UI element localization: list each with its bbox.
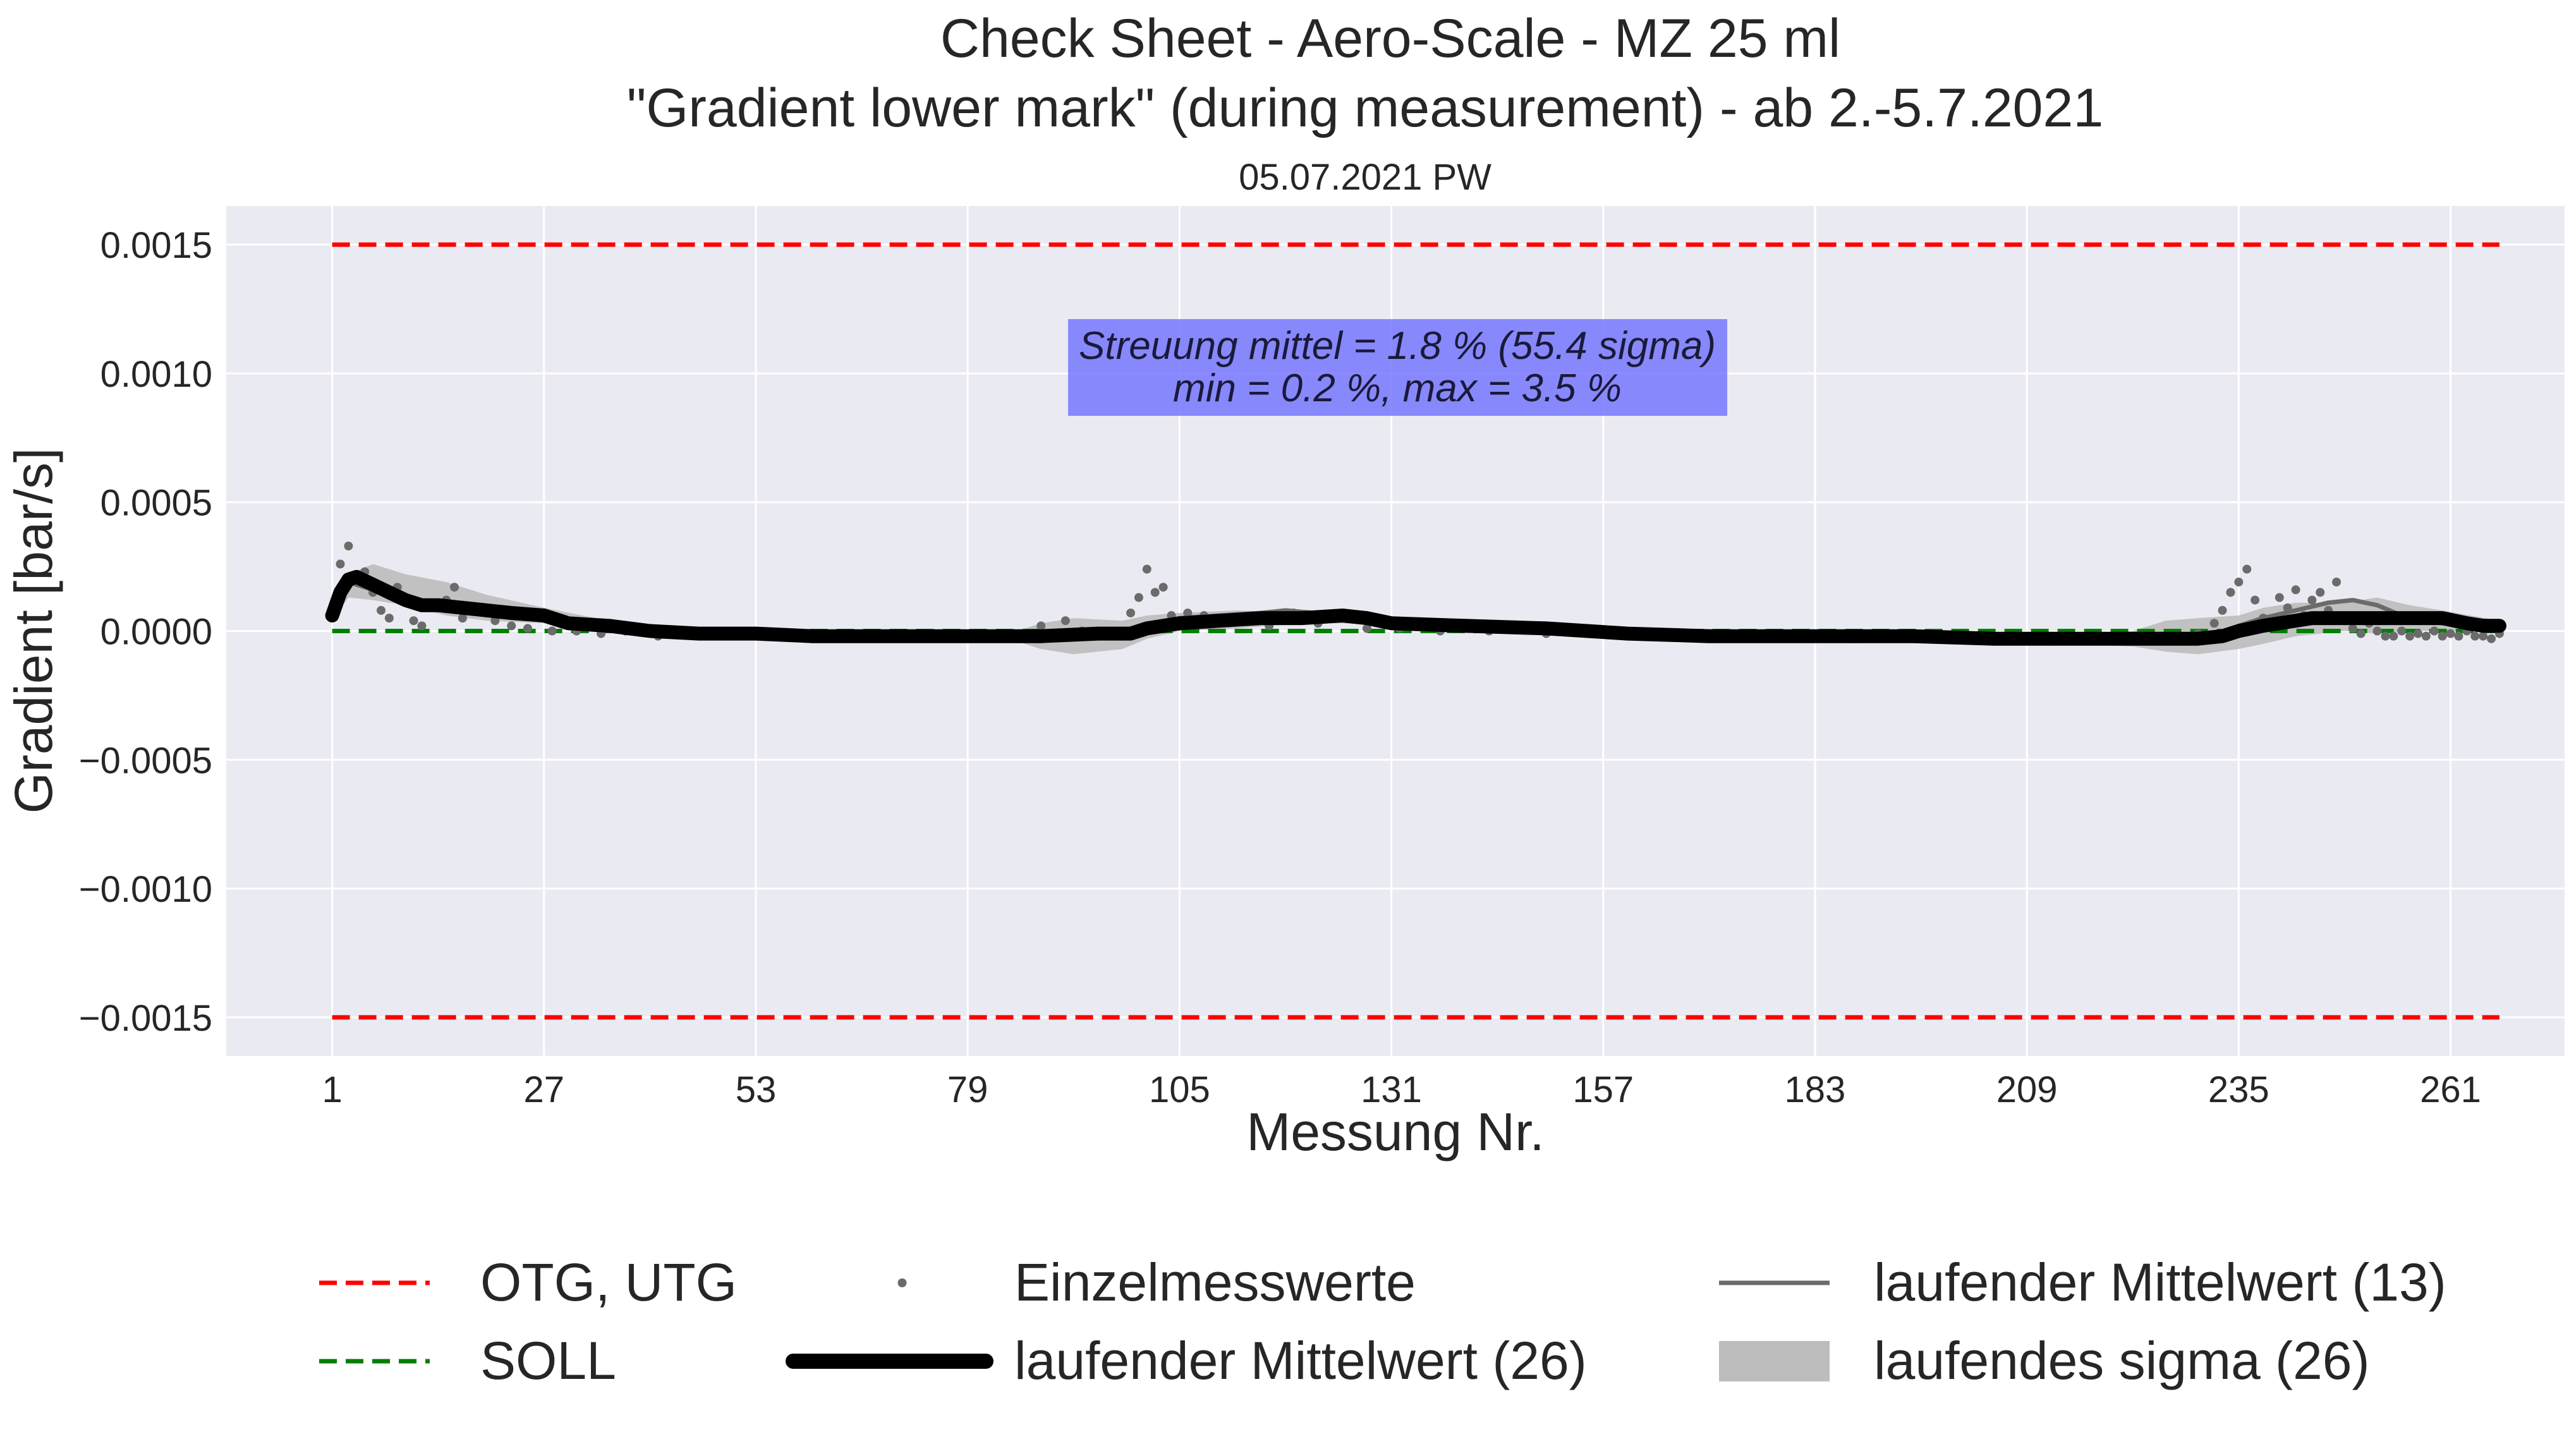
y-tick-label: 0.0010	[100, 354, 212, 395]
x-tick-label: 157	[1572, 1069, 1634, 1110]
data-point	[2372, 626, 2382, 636]
data-point	[2218, 605, 2227, 615]
data-point	[1142, 564, 1151, 574]
data-point	[2413, 629, 2422, 638]
y-tick-label: −0.0005	[79, 740, 212, 781]
data-point	[1158, 583, 1168, 592]
data-point	[2332, 578, 2342, 587]
data-point	[2356, 629, 2366, 638]
data-point	[2348, 624, 2357, 633]
annotation-box: Streuung mittel = 1.8 % (55.4 sigma) min…	[1068, 319, 1727, 416]
data-point	[2429, 626, 2439, 636]
data-point	[344, 542, 353, 550]
x-tick-label: 183	[1785, 1069, 1846, 1110]
data-point	[2381, 631, 2390, 641]
data-point	[2486, 634, 2496, 643]
data-point	[2316, 588, 2325, 597]
data-point	[2251, 595, 2260, 605]
x-tick-labels: 1 27 53 79 105 131 157 183 209 235 261	[322, 1069, 2481, 1110]
data-point	[2226, 588, 2235, 597]
data-point	[449, 583, 459, 592]
x-tick-label: 261	[2420, 1069, 2481, 1110]
y-tick-label: −0.0015	[79, 998, 212, 1039]
legend-label: OTG, UTG	[480, 1253, 737, 1312]
legend-label: SOLL	[480, 1331, 616, 1390]
y-tick-label: 0.0000	[100, 612, 212, 653]
legend-label: Einzelmesswerte	[1014, 1253, 1416, 1312]
y-tick-label: −0.0010	[79, 869, 212, 910]
data-point	[507, 621, 516, 631]
legend-label: laufender Mittelwert (13)	[1874, 1253, 2446, 1312]
x-tick-label: 235	[2208, 1069, 2269, 1110]
x-tick-label: 1	[322, 1069, 342, 1110]
chart-title-line1: Check Sheet - Aero-Scale - MZ 25 ml	[940, 8, 1840, 69]
data-point	[376, 605, 386, 615]
plot-layer	[325, 242, 2506, 1020]
data-point	[2470, 631, 2480, 641]
chart-title-line2: "Gradient lower mark" (during measuremen…	[627, 78, 2103, 138]
data-point	[2421, 631, 2431, 641]
data-point	[1183, 608, 1193, 617]
data-point	[2389, 631, 2398, 641]
x-tick-label: 105	[1149, 1069, 1210, 1110]
data-point	[1126, 608, 1136, 617]
data-point	[458, 614, 467, 623]
data-point	[417, 621, 427, 631]
data-point	[1060, 616, 1070, 626]
y-tick-labels: 0.0015 0.0010 0.0005 0.0000 −0.0005 −0.0010 −0…	[79, 225, 212, 1039]
annotation-line2: min = 0.2 %, max = 3.5 %	[1173, 367, 1622, 410]
data-point	[523, 624, 533, 633]
data-point	[2291, 585, 2300, 595]
data-point	[2446, 629, 2455, 638]
x-axis-label: Messung Nr.	[1246, 1102, 1545, 1162]
data-point	[1150, 588, 1160, 597]
data-point	[2209, 619, 2219, 628]
data-point	[2307, 595, 2317, 605]
y-axis-label: Gradient [bar/s]	[4, 448, 63, 814]
data-point	[336, 559, 345, 569]
annotation-line1: Streuung mittel = 1.8 % (55.4 sigma)	[1079, 324, 1716, 368]
running-mean-26-line	[325, 569, 2506, 646]
y-tick-label: 0.0005	[100, 483, 212, 524]
data-point	[409, 616, 418, 626]
annotation-background	[1068, 319, 1727, 416]
legend-marker	[897, 1278, 907, 1287]
legend-marker	[1719, 1341, 1830, 1381]
y-tick-label: 0.0015	[100, 225, 212, 266]
x-tick-label: 131	[1361, 1069, 1422, 1110]
data-point	[1036, 621, 1046, 631]
data-point	[2234, 578, 2244, 587]
data-point	[384, 614, 394, 623]
x-tick-label: 27	[524, 1069, 565, 1110]
data-point	[2397, 626, 2407, 636]
x-tick-label: 79	[947, 1069, 988, 1110]
data-point	[2454, 631, 2464, 641]
legend-label: laufender Mittelwert (26)	[1014, 1331, 1587, 1390]
data-point	[1134, 593, 1143, 602]
x-tick-label: 53	[736, 1069, 777, 1110]
data-point	[547, 626, 557, 636]
data-point	[2479, 631, 2488, 641]
data-point	[2438, 631, 2447, 641]
legend: OTG, UTG SOLL Einzelmesswerte laufender Mit…	[319, 1253, 2446, 1390]
data-point	[2275, 593, 2284, 602]
data-point	[2242, 564, 2252, 574]
data-point	[1362, 624, 1371, 633]
data-point	[2405, 631, 2415, 641]
chart-subtitle: 05.07.2021 PW	[1239, 157, 1492, 198]
legend-label: laufendes sigma (26)	[1874, 1331, 2369, 1390]
x-tick-label: 209	[1996, 1069, 2058, 1110]
